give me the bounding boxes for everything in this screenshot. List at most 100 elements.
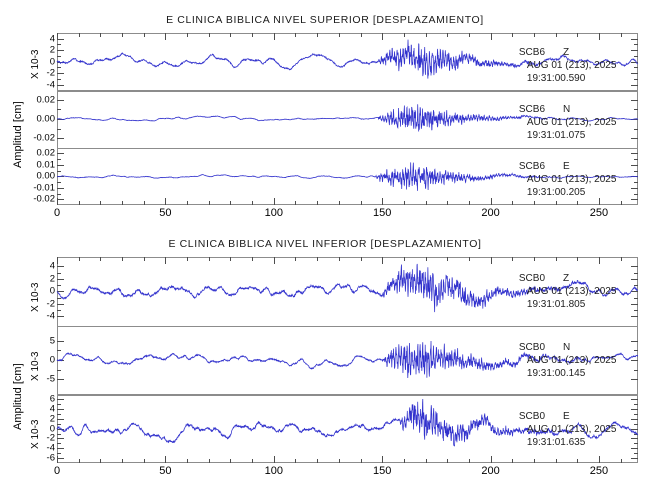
y-tick-minor-right xyxy=(634,159,638,161)
x-tick xyxy=(598,456,600,463)
x-tick-top xyxy=(490,257,492,264)
y-tick-minor xyxy=(57,285,61,287)
x-tick-label: 100 xyxy=(264,465,283,477)
component-code: Z xyxy=(563,273,570,285)
trace-date-label: AUG 01 (213), 2025 xyxy=(526,355,617,367)
x-tick-top xyxy=(598,33,600,40)
y-tick-right xyxy=(631,458,638,460)
station-code: SCB6 xyxy=(518,104,546,116)
trace-time-label: 19:31:00.205 xyxy=(526,187,586,199)
trace-station-label: SCB0 Z xyxy=(519,273,569,285)
x-tick-top xyxy=(273,257,275,264)
x-tick-label: 250 xyxy=(589,207,609,219)
y-tick-label: -6 xyxy=(46,452,55,464)
trace-time-label: 19:31:01.075 xyxy=(526,130,586,142)
x-tick-top xyxy=(143,33,145,37)
x-tick-top xyxy=(338,257,340,261)
y-tick-label: 0 xyxy=(49,354,55,366)
y-tick xyxy=(57,303,64,305)
y-tick-minor xyxy=(57,404,61,406)
y-tick-right xyxy=(631,278,638,280)
y-tick xyxy=(57,119,64,120)
x-tick-label: 200 xyxy=(481,465,500,477)
x-tick-label: 150 xyxy=(372,207,392,219)
x-tick xyxy=(382,456,384,463)
trace-date-label: AUG 01 (213), 2025 xyxy=(526,174,617,186)
y-tick-minor xyxy=(57,350,61,352)
y-tick-minor xyxy=(57,433,61,435)
x-tick-label: 100 xyxy=(264,207,283,219)
x-tick-top xyxy=(490,33,492,40)
y-tick-minor xyxy=(57,453,61,455)
plot-area xyxy=(57,257,638,463)
x-tick-top xyxy=(165,33,167,40)
panel-title: E CLINICA BIBLICA NIVEL INFERIOR [DESPLA… xyxy=(168,238,482,250)
y-tick-label: -2 xyxy=(46,432,55,444)
y-tick xyxy=(57,38,64,40)
y-tick-minor-right xyxy=(634,369,638,371)
y-tick xyxy=(57,73,64,75)
y-tick-label: -0.01 xyxy=(33,182,55,194)
x-tick xyxy=(555,201,557,205)
x-tick-top xyxy=(382,33,384,40)
y-tick-minor-right xyxy=(634,170,638,172)
y-axis-title: Amplitud [cm] xyxy=(12,363,24,430)
y-tick-minor xyxy=(57,109,61,111)
y-tick-minor xyxy=(57,423,61,425)
x-tick-top xyxy=(252,33,254,37)
y-tick-right xyxy=(631,340,638,342)
x-tick-top xyxy=(78,33,80,37)
x-tick xyxy=(425,459,427,463)
station-code: SCB0 xyxy=(518,273,546,285)
y-tick-minor-right xyxy=(634,78,638,80)
x-tick xyxy=(468,201,470,205)
x-tick xyxy=(425,201,427,205)
y-tick xyxy=(57,199,64,201)
y-tick-label: 2 xyxy=(49,273,55,285)
x-tick-top xyxy=(230,33,232,37)
x-tick xyxy=(295,201,297,205)
y-tick-minor xyxy=(57,369,61,371)
x-tick xyxy=(230,459,232,463)
x-tick xyxy=(555,459,557,463)
x-tick-top xyxy=(295,257,297,261)
trace-station-label: SCB0 E xyxy=(519,411,570,423)
x-tick-top xyxy=(403,257,405,261)
y-tick-right xyxy=(631,138,638,140)
y-tick-right xyxy=(631,187,638,189)
trace-date-label: AUG 01 (213), 2025 xyxy=(526,117,617,129)
y-axis-multiplier: X 10-3 xyxy=(30,282,41,312)
y-tick xyxy=(57,409,64,411)
y-tick xyxy=(57,84,64,86)
x-tick xyxy=(143,459,145,463)
x-tick xyxy=(165,198,167,205)
x-tick xyxy=(512,201,514,205)
x-tick-top xyxy=(468,33,470,37)
y-tick-minor-right xyxy=(634,285,638,287)
x-tick xyxy=(447,201,449,205)
y-tick-label: 0.00 xyxy=(36,113,56,125)
y-tick-minor xyxy=(57,78,61,80)
y-tick-right xyxy=(631,428,638,430)
y-tick-minor-right xyxy=(634,443,638,445)
y-tick-right xyxy=(631,360,638,361)
component-code: E xyxy=(563,410,570,422)
x-tick-top xyxy=(360,257,362,261)
y-axis-multiplier: X 10-3 xyxy=(30,419,41,450)
y-tick-minor xyxy=(57,67,61,69)
x-tick-top xyxy=(360,33,362,37)
trace-separator xyxy=(57,325,638,328)
x-tick xyxy=(165,456,167,463)
y-tick-right xyxy=(631,409,638,411)
y-tick-label: -4 xyxy=(46,79,55,91)
y-tick-label: 4 xyxy=(49,403,55,415)
y-tick-label: 5 xyxy=(49,335,55,347)
x-tick-top xyxy=(512,33,514,37)
x-tick xyxy=(273,456,275,463)
y-tick-label: -5 xyxy=(46,373,55,385)
x-tick-top xyxy=(122,257,124,261)
trace-date-label: AUG 01 (213), 2025 xyxy=(526,59,617,71)
y-tick xyxy=(57,316,64,318)
component-code: N xyxy=(563,104,571,116)
